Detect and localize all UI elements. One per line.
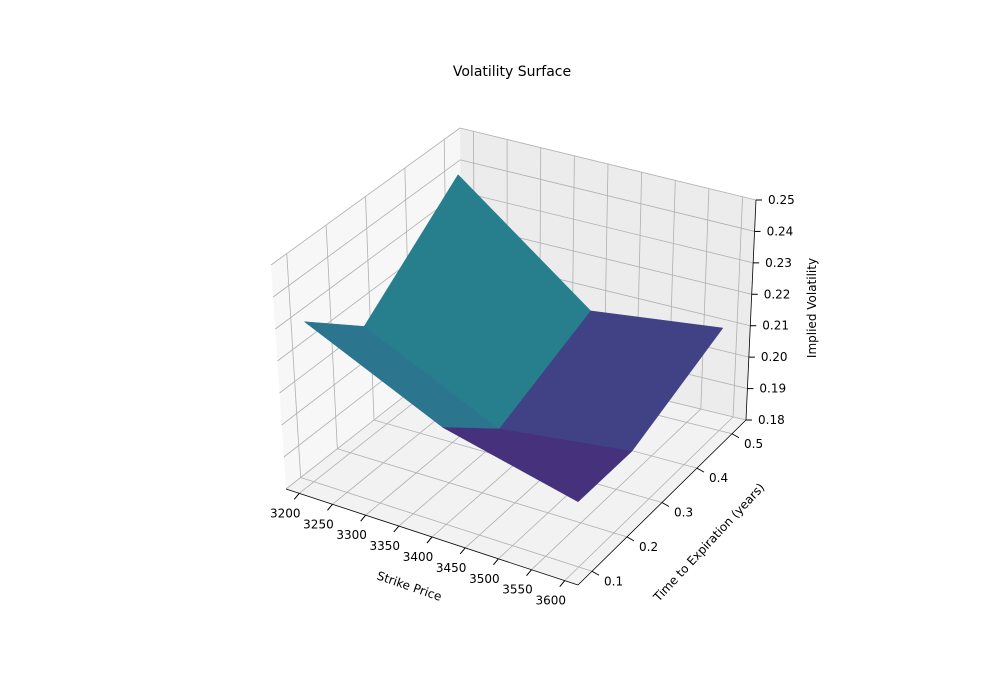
x-tick <box>526 569 532 577</box>
z-axis-line <box>745 199 757 421</box>
x-tick <box>327 503 333 511</box>
x-tick <box>559 580 566 587</box>
x-tick-label: 3500 <box>469 572 500 586</box>
x-tick <box>393 525 400 533</box>
x-axis-label: Strike Price <box>375 569 443 604</box>
z-tick-label: 0.22 <box>764 287 791 301</box>
gridline-z-left <box>270 127 461 266</box>
z-tick-label: 0.18 <box>758 413 785 427</box>
z-axis-label: Implied Volatility <box>805 258 819 358</box>
x-tick-label: 3400 <box>403 550 434 564</box>
y-axis-label: Time to Expiration (years) <box>650 480 767 604</box>
z-tick-label: 0.21 <box>762 319 789 333</box>
left-pane <box>271 128 462 489</box>
x-tick-label: 3350 <box>370 539 401 553</box>
z-tick-label: 0.23 <box>765 256 792 270</box>
surface-face-0-1 <box>442 427 633 503</box>
y-tick-label: 0.4 <box>709 471 728 485</box>
gridline-z-left <box>272 159 461 298</box>
z-tick-label: 0.24 <box>767 224 794 238</box>
gridline-y-floor <box>337 448 628 538</box>
x-tick-label: 3450 <box>436 561 467 575</box>
y-tick-label: 0.5 <box>744 437 763 451</box>
gridline-z-back <box>459 127 757 201</box>
gridline-z-left <box>275 191 461 330</box>
y-tick <box>661 502 670 507</box>
x-tick <box>492 558 499 566</box>
y-tick <box>591 570 600 576</box>
gridline-y-left <box>365 196 375 421</box>
y-tick-label: 0.2 <box>639 540 658 554</box>
gridline-z-back <box>460 159 755 232</box>
y-tick <box>626 536 635 542</box>
y-tick <box>731 433 740 439</box>
z-tick-label: 0.19 <box>759 382 786 396</box>
x-tick-label: 3200 <box>270 506 301 520</box>
y-tick <box>696 467 705 473</box>
y-tick-label: 0.1 <box>604 574 623 588</box>
x-tick-label: 3300 <box>336 528 367 542</box>
y-tick-label: 0.3 <box>674 506 693 520</box>
gridline-z-back <box>460 191 754 264</box>
x-tick-label: 3250 <box>303 517 334 531</box>
chart-title: Volatility Surface <box>453 64 571 80</box>
x-tick-label: 3600 <box>535 594 566 608</box>
x-tick <box>459 547 466 555</box>
x-tick-label: 3550 <box>502 583 533 597</box>
gridline-x-back <box>732 196 743 417</box>
z-tick-label: 0.25 <box>768 193 795 207</box>
gridline-x-back <box>700 188 710 410</box>
surface-faces <box>303 174 724 503</box>
z-tick-label: 0.20 <box>761 350 788 364</box>
x-tick <box>293 493 300 500</box>
x-tick <box>360 514 367 522</box>
gridline-y-left <box>286 253 302 478</box>
x-tick <box>426 536 433 544</box>
gridline-y-floor <box>300 477 593 572</box>
